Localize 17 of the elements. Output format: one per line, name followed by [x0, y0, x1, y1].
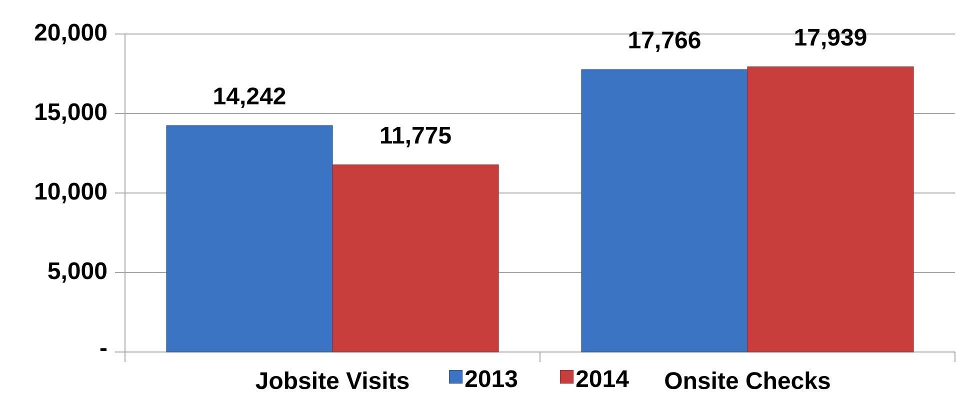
- bar: [747, 66, 914, 352]
- y-tick-label: 5,000: [48, 262, 106, 283]
- y-tick-label: 20,000: [34, 24, 106, 44]
- legend-label: 2014: [576, 370, 629, 388]
- data-label: 14,242: [214, 88, 286, 108]
- x-tick-label: Jobsite Visits: [256, 372, 409, 390]
- data-label: 17,766: [629, 32, 700, 52]
- data-label: 11,775: [380, 127, 451, 148]
- y-tick-label: 10,000: [36, 182, 106, 204]
- bar: [581, 69, 748, 352]
- bar: [332, 164, 499, 352]
- y-tick-label: 15,000: [36, 103, 106, 124]
- data-label: 17,939: [795, 28, 866, 50]
- bar: [166, 125, 333, 352]
- legend-label: 2013: [465, 370, 518, 388]
- x-tick-label: Onsite Checks: [665, 372, 830, 390]
- y-tick-label: -: [100, 348, 107, 352]
